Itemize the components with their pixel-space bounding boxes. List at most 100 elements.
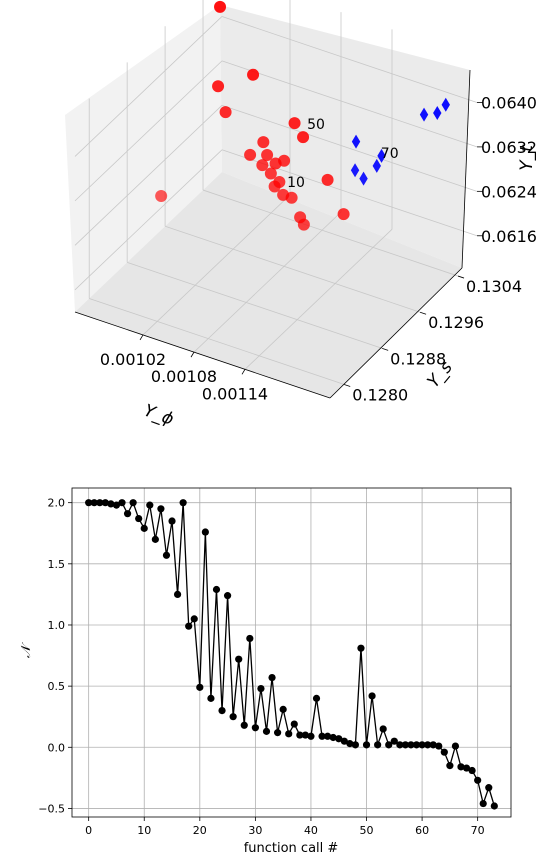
- data-point: [101, 499, 109, 507]
- y-tick-label-3d: 0.1296: [428, 313, 484, 332]
- y-axis-label-2d: 𝒩: [19, 641, 34, 658]
- y-tick-label-2d: 1.0: [48, 619, 66, 632]
- x-tick-label-3d: 0.00102: [100, 350, 166, 369]
- data-point: [429, 741, 437, 749]
- y-ticks-3d: 0.1280 0.1288 0.1296 0.1304: [344, 275, 522, 404]
- data-point: [368, 692, 376, 700]
- circle-point-3d: [288, 117, 301, 130]
- y-tick-label-3d: 0.1288: [390, 349, 446, 368]
- data-point: [123, 510, 132, 518]
- data-point: [196, 683, 204, 691]
- data-point: [118, 499, 126, 507]
- circle-point-3d: [285, 191, 298, 204]
- circle-point-3d: [212, 80, 225, 93]
- data-point: [262, 727, 271, 735]
- data-point: [379, 725, 387, 733]
- data-point: [129, 499, 137, 507]
- data-point: [279, 705, 287, 713]
- data-point: [85, 499, 93, 507]
- z-tick-label-3d: 0.0632: [481, 138, 537, 157]
- point-labels-3d: 0 10 50 70: [224, 0, 399, 191]
- data-point: [285, 730, 293, 738]
- point-annotation-3d: 70: [381, 146, 399, 162]
- diamond-point-3d: [433, 105, 442, 120]
- data-point: [179, 499, 187, 507]
- diamond-point-3d: [441, 97, 450, 112]
- x-tick-label-2d: 50: [360, 824, 374, 837]
- data-point: [290, 720, 298, 728]
- circle-point-3d: [278, 154, 291, 167]
- circle-point-3d: [261, 149, 274, 162]
- data-point: [335, 735, 343, 743]
- y-tick-label-2d: 0.0: [48, 741, 66, 754]
- data-point: [407, 741, 415, 749]
- data-point: [457, 763, 465, 771]
- x-tick-label-2d: 40: [304, 824, 318, 837]
- z-tick-label-3d: 0.0640: [481, 93, 537, 112]
- data-point: [296, 731, 304, 739]
- x-tick-label-3d: 0.00108: [151, 367, 217, 386]
- series-line: [88, 501, 495, 807]
- data-point: [401, 741, 410, 749]
- data-point: [390, 737, 398, 745]
- data-point: [96, 499, 104, 507]
- circle-point-3d: [244, 148, 257, 161]
- circle-point-3d: [273, 175, 286, 188]
- circle-point-3d: [264, 167, 277, 180]
- y-tick-label-3d: 0.1304: [466, 277, 522, 296]
- data-point: [490, 802, 498, 810]
- circle-point-3d: [256, 159, 269, 172]
- data-point: [396, 741, 404, 749]
- diamond-point-3d: [419, 107, 429, 122]
- data-point: [351, 741, 360, 749]
- data-point: [235, 655, 243, 663]
- pane-back: [220, 5, 470, 268]
- data-point: [212, 585, 221, 594]
- data-point: [140, 524, 148, 532]
- data-point: [357, 644, 365, 652]
- x-tick-label-2d: 60: [415, 824, 429, 837]
- data-point: [223, 592, 232, 600]
- data-point: [257, 684, 265, 693]
- data-point: [218, 706, 226, 715]
- data-point: [346, 740, 354, 748]
- data-point: [462, 764, 471, 772]
- circle-point-3d: [257, 136, 270, 149]
- z-ticks-3d: 0.0616 0.0624 0.0632 0.0640: [477, 93, 537, 246]
- data-point: [157, 505, 165, 513]
- circle-point-3d: [219, 106, 232, 119]
- data-point: [146, 501, 154, 509]
- data-point: [173, 590, 182, 599]
- x-tick-label-2d: 0: [85, 824, 92, 837]
- data-point: [201, 528, 209, 536]
- data-point: [107, 500, 115, 508]
- x-tick-label-2d: 10: [137, 824, 151, 837]
- data-point: [479, 799, 487, 808]
- x-ticks-2d: 0 10 20 30 40 50 60 70: [85, 817, 485, 837]
- point-annotation-3d: 10: [287, 175, 305, 191]
- x-tick-label-2d: 30: [248, 824, 262, 837]
- data-point: [312, 694, 321, 702]
- x-tick-label-2d: 20: [193, 824, 207, 837]
- pane-left: [65, 5, 222, 312]
- z-axis-label-3d: Y_t: [517, 144, 537, 171]
- circle-point-3d: [337, 208, 350, 221]
- data-point: [185, 622, 193, 630]
- data-point: [385, 741, 393, 749]
- data-point: [474, 776, 482, 784]
- data-point: [329, 733, 337, 742]
- circle-point-3d: [297, 131, 310, 144]
- data-point: [307, 732, 315, 740]
- data-point: [246, 634, 254, 643]
- circle-point-3d: [214, 0, 227, 13]
- data-point: [324, 732, 332, 740]
- series-markers: [85, 499, 498, 810]
- data-point: [240, 721, 248, 729]
- data-point: [340, 737, 348, 745]
- x-tick-label-3d: 0.00114: [202, 384, 268, 403]
- points-3d: [155, 0, 450, 231]
- data-point: [135, 514, 143, 523]
- z-tick-label-3d: 0.0616: [481, 227, 537, 246]
- point-annotation-3d: 50: [307, 117, 325, 133]
